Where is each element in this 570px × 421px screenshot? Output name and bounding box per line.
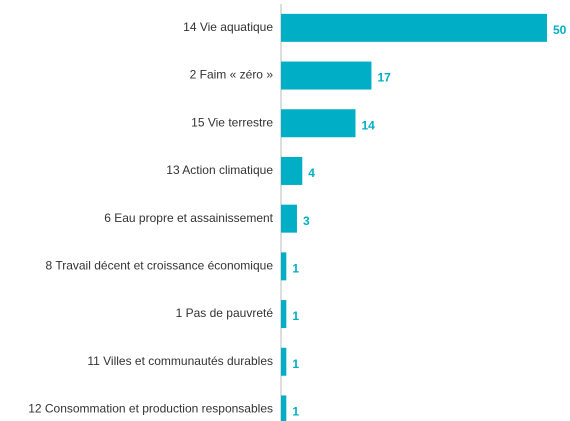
value-label: 50 [553, 23, 567, 37]
bar [281, 395, 287, 421]
category-label: 11 Villes et communautés durables [87, 354, 273, 368]
value-label: 4 [308, 166, 315, 180]
value-label: 14 [361, 118, 375, 132]
bar [281, 109, 356, 138]
value-label: 3 [303, 214, 310, 228]
category-label: 8 Travail décent et croissance économiqu… [46, 259, 274, 273]
bar [281, 347, 287, 376]
category-label: 6 Eau propre et assainissement [104, 211, 273, 225]
value-label: 1 [292, 357, 299, 371]
bar [281, 252, 287, 281]
bar [281, 61, 372, 90]
bar [281, 13, 547, 42]
bar [281, 156, 303, 185]
value-label: 1 [292, 405, 299, 419]
category-label: 2 Faim « zéro » [190, 68, 274, 82]
value-label: 17 [377, 71, 391, 85]
value-label: 1 [292, 309, 299, 323]
bar [281, 300, 287, 329]
category-label: 12 Consommation et production responsabl… [28, 402, 273, 416]
category-label: 15 Vie terrestre [191, 115, 273, 129]
bar [281, 204, 297, 233]
value-label: 1 [292, 262, 299, 276]
category-label: 14 Vie aquatique [183, 20, 273, 34]
category-label: 13 Action climatique [166, 163, 273, 177]
category-label: 1 Pas de pauvreté [176, 306, 274, 320]
